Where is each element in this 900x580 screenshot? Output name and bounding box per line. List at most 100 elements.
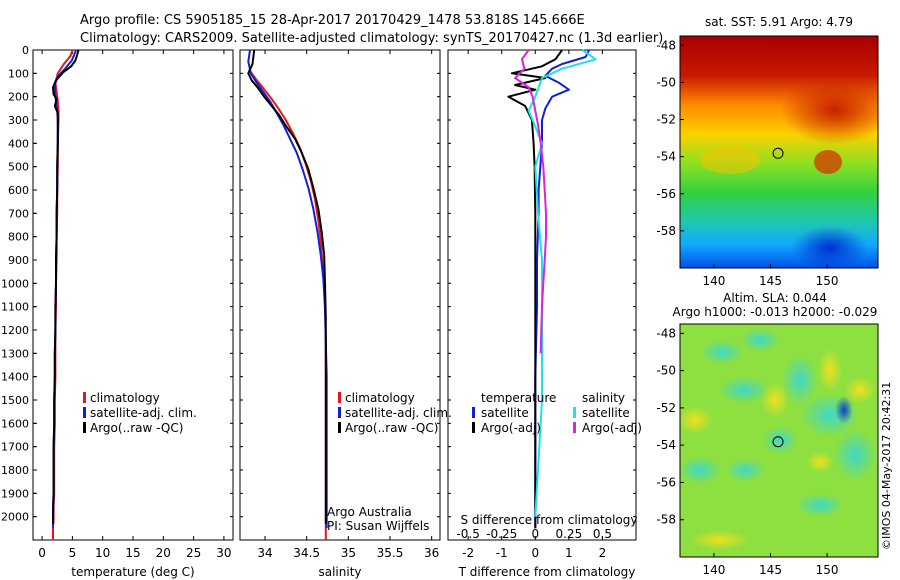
legend-swatch-satellite <box>83 407 86 418</box>
imos-credit: ©IMOS 04-May-2017 20:42:31 <box>880 382 893 550</box>
map-y-tick-label: -56 <box>656 475 676 489</box>
temperature-axis-label: temperature (deg C) <box>71 565 194 579</box>
temperature-legend: climatology satellite-adj. clim. Argo(..… <box>83 391 197 435</box>
sla-low-eddy <box>782 354 818 406</box>
figure-title-line1: Argo profile: CS 5905185_15 28-Apr-2017 … <box>80 13 585 28</box>
sla-low-eddy <box>833 429 877 481</box>
sst-map-axes: 140 145 150 -48 -50 -52 -54 -56 -58 <box>656 38 838 288</box>
map-x-tick-label: 140 <box>702 274 725 288</box>
map-y-tick-label: -54 <box>656 150 676 164</box>
series-line <box>249 70 327 540</box>
legend-swatch-argo <box>83 422 86 433</box>
legend-label-climatology: climatology <box>345 391 415 405</box>
sla-map-subtitle: Argo h1000: -0.013 h2000: -0.029 <box>673 305 878 319</box>
legend-swatch-argo <box>338 422 341 433</box>
sla-low-eddy <box>762 426 798 454</box>
x-tick-label: 36 <box>424 546 439 560</box>
x2-tick-label: 0.25 <box>555 527 582 541</box>
x-tick-label: 15 <box>125 546 140 560</box>
legend-swatch-satellite <box>338 407 341 418</box>
sla-low-eddy <box>796 493 844 517</box>
x-tick-label: 0 <box>531 546 539 560</box>
x-tick-label: 34.5 <box>293 546 320 560</box>
depth-tick-label: 300 <box>8 114 29 127</box>
map-x-tick-label: 150 <box>816 563 839 577</box>
depth-tick-label: 1100 <box>1 301 29 314</box>
sla-high-eddy <box>690 530 750 550</box>
sst-map-title: sat. SST: 5.91 Argo: 4.79 <box>705 15 853 29</box>
temperature-panel: 0 5 10 15 20 25 30 <box>38 49 232 560</box>
legend-label-s-satellite: satellite <box>582 406 630 420</box>
sla-low-eddy <box>718 376 770 404</box>
depth-axis: 0 100 200 300 400 500 600 700 800 900 1000 1100 1200… <box>1 44 636 524</box>
series-line <box>52 49 80 524</box>
temperature-panel-frame <box>32 49 234 541</box>
figure-title-line2: Climatology: CARS2009. Satellite-adjuste… <box>80 31 663 46</box>
x-tick-label: 35 <box>341 546 356 560</box>
map-y-tick-label: -56 <box>656 187 676 201</box>
x-tick-label: 30 <box>216 546 231 560</box>
x2-tick-label: 0.5 <box>593 527 612 541</box>
series-line <box>507 49 563 529</box>
sst-cold-patch <box>792 226 868 268</box>
depth-tick-label: 1700 <box>1 441 29 454</box>
difference-panel-frame <box>447 49 637 541</box>
x-tick-label: 5 <box>69 546 77 560</box>
sst-warm-eddy <box>814 150 842 174</box>
salinity-panel: 34 34.5 35 35.5 36 <box>247 49 439 560</box>
sla-high-eddy <box>680 406 713 434</box>
depth-tick-label: 800 <box>8 231 29 244</box>
depth-tick-label: 900 <box>8 254 29 267</box>
legend-label-t-argo: Argo(-adj) <box>481 421 541 435</box>
depth-tick-label: 400 <box>8 137 29 150</box>
salinity-axis-label: salinity <box>318 565 361 579</box>
x-tick-label: 20 <box>156 546 171 560</box>
difference-legend: temperature satellite Argo(-adj) salinit… <box>472 391 642 435</box>
series-line <box>247 49 327 524</box>
sla-map-title: Altim. SLA: 0.044 <box>723 291 827 305</box>
map-y-tick-label: -50 <box>656 364 676 378</box>
depth-tick-label: 1800 <box>1 464 29 477</box>
legend-label-t-satellite: satellite <box>481 406 529 420</box>
sla-map-frame <box>679 323 879 558</box>
depth-tick-label: 1000 <box>1 277 29 290</box>
salinity-panel-frame <box>239 49 441 541</box>
legend-swatch-s-satellite <box>573 407 576 418</box>
sla-high-eddy <box>761 382 789 418</box>
x2-tick-label: 0 <box>531 527 539 541</box>
depth-tick-label: 1500 <box>1 394 29 407</box>
map-x-tick-label: 140 <box>702 563 725 577</box>
map-y-tick-label: -54 <box>656 438 676 452</box>
map-y-tick-label: -58 <box>656 224 676 238</box>
map-y-tick-label: -48 <box>656 326 676 340</box>
legend-label-climatology: climatology <box>90 391 160 405</box>
legend-label-satellite: satellite-adj. clim. <box>345 406 452 420</box>
depth-tick-label: 700 <box>8 207 29 220</box>
legend-swatch-climatology <box>338 392 341 403</box>
series-line <box>514 49 547 354</box>
sla-low-eddy <box>700 340 744 364</box>
x-tick-label: 0 <box>38 546 46 560</box>
sst-green-tongue <box>700 146 760 174</box>
depth-tick-label: 1400 <box>1 371 29 384</box>
depth-tick-label: 500 <box>8 161 29 174</box>
map-y-tick-label: -52 <box>656 113 676 127</box>
map-x-tick-label: 145 <box>759 274 782 288</box>
x2-tick-label: -0.5 <box>456 527 479 541</box>
sst-map <box>680 36 878 268</box>
sla-low-eddy <box>740 328 780 352</box>
x-tick-label: 25 <box>186 546 201 560</box>
sla-profile-location-marker <box>772 436 784 448</box>
sla-low-eddy <box>680 456 722 484</box>
depth-tick-label: 200 <box>8 91 29 104</box>
legend-swatch-t-satellite <box>472 407 475 418</box>
x-tick-label: -2 <box>462 546 474 560</box>
depth-tick-label: 1200 <box>1 324 29 337</box>
x-tick-label: 35.5 <box>377 546 404 560</box>
sla-map-axes: 140 145 150 -48 -50 -52 -54 -56 -58 <box>656 326 838 577</box>
map-x-tick-label: 145 <box>759 563 782 577</box>
x-tick-label: 1 <box>565 546 573 560</box>
sla-low-eddy <box>725 458 765 482</box>
salinity-legend: climatology satellite-adj. clim. Argo(..… <box>327 391 452 533</box>
legend-swatch-s-argo <box>573 422 576 433</box>
